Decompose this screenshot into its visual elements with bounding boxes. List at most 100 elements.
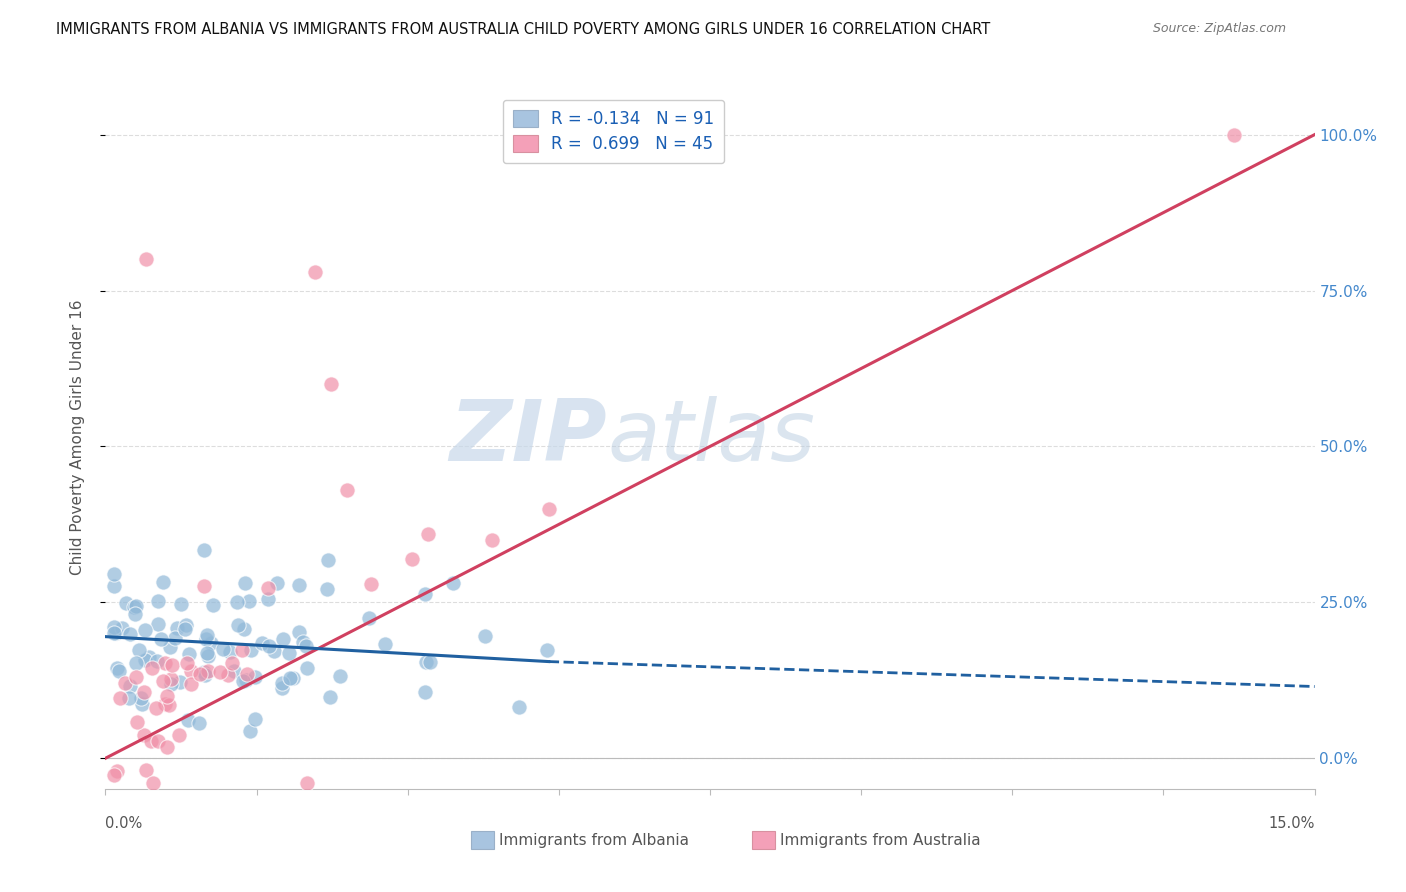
Point — [120, 626, 142, 640]
Point — [125, 670, 148, 684]
Point — [271, 681, 294, 695]
Point — [243, 712, 266, 726]
Text: IMMIGRANTS FROM ALBANIA VS IMMIGRANTS FROM AUSTRALIA CHILD POVERTY AMONG GIRLS U: IMMIGRANTS FROM ALBANIA VS IMMIGRANTS FR… — [56, 22, 990, 37]
Point — [139, 733, 162, 747]
Point — [131, 697, 153, 711]
Point — [201, 598, 224, 612]
Point — [212, 641, 235, 656]
Point — [226, 594, 249, 608]
Point — [146, 734, 169, 748]
Point — [125, 599, 148, 613]
Point — [103, 579, 125, 593]
Point — [193, 579, 215, 593]
Point — [134, 653, 156, 667]
Point — [105, 661, 128, 675]
Point — [232, 622, 254, 636]
Text: ZIP: ZIP — [450, 395, 607, 479]
Point — [108, 664, 131, 678]
Point — [474, 629, 496, 643]
Text: Immigrants from Albania: Immigrants from Albania — [499, 833, 689, 847]
Point — [170, 597, 193, 611]
Point — [221, 656, 243, 670]
Text: 15.0%: 15.0% — [1268, 816, 1315, 831]
Point — [419, 656, 441, 670]
Point — [180, 665, 202, 679]
Point — [321, 377, 343, 392]
Point — [169, 728, 191, 742]
Point — [163, 631, 186, 645]
Point — [187, 715, 209, 730]
Point — [145, 701, 167, 715]
Point — [155, 698, 177, 712]
Point — [336, 483, 359, 497]
Point — [160, 676, 183, 690]
Point — [278, 671, 301, 685]
Point — [122, 600, 145, 615]
Point — [219, 645, 242, 659]
Point — [195, 632, 218, 646]
Text: atlas: atlas — [607, 395, 815, 479]
Point — [103, 768, 125, 782]
Point — [295, 639, 318, 653]
Point — [176, 656, 198, 670]
Point — [233, 576, 256, 591]
Point — [287, 625, 309, 640]
Text: 0.0%: 0.0% — [105, 816, 142, 831]
Point — [156, 739, 179, 754]
Point — [239, 724, 262, 739]
Point — [235, 673, 257, 687]
Point — [481, 533, 503, 547]
Point — [231, 643, 253, 657]
Point — [190, 666, 212, 681]
Point — [374, 637, 396, 651]
Point — [125, 656, 148, 670]
Point — [263, 643, 285, 657]
Point — [125, 715, 148, 730]
Point — [281, 671, 304, 685]
Point — [257, 581, 280, 595]
Point — [359, 611, 381, 625]
Point — [195, 628, 218, 642]
Point — [197, 664, 219, 678]
Point — [155, 656, 177, 670]
Point — [120, 679, 142, 693]
Point — [105, 625, 128, 640]
Point — [174, 618, 197, 632]
Point — [156, 690, 179, 704]
Point — [235, 667, 257, 681]
Point — [146, 594, 169, 608]
Point — [138, 649, 160, 664]
Y-axis label: Child Poverty Among Girls Under 16: Child Poverty Among Girls Under 16 — [70, 300, 84, 574]
Point — [413, 587, 436, 601]
Point — [105, 764, 128, 778]
Point — [266, 575, 288, 590]
Point — [152, 674, 174, 689]
Point — [316, 582, 339, 596]
Point — [197, 646, 219, 660]
Point — [238, 594, 260, 608]
Point — [209, 665, 232, 679]
Point — [129, 691, 152, 706]
Point — [295, 776, 318, 790]
Point — [295, 661, 318, 675]
Point — [152, 575, 174, 590]
Point — [160, 672, 183, 686]
Point — [135, 764, 157, 778]
Point — [135, 252, 157, 267]
Point — [243, 670, 266, 684]
Point — [128, 643, 150, 657]
Point — [174, 623, 197, 637]
Point — [319, 690, 342, 705]
Point — [329, 669, 352, 683]
Text: Immigrants from Australia: Immigrants from Australia — [780, 833, 981, 847]
Point — [149, 632, 172, 646]
Point — [257, 639, 280, 653]
Point — [1223, 128, 1246, 142]
Point — [180, 676, 202, 690]
Point — [217, 667, 239, 681]
Point — [177, 713, 200, 727]
Point — [413, 684, 436, 698]
Point — [226, 618, 249, 632]
Point — [148, 616, 170, 631]
Point — [197, 648, 219, 663]
